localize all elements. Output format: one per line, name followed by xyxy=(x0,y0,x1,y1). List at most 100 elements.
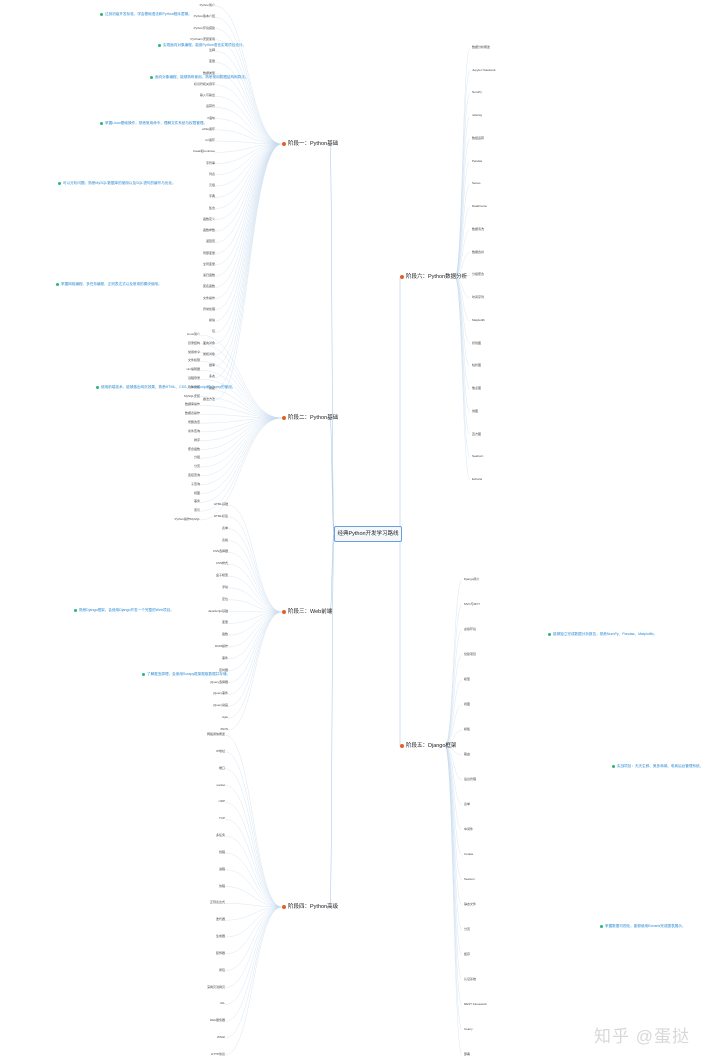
branch-label: 阶段二：Python基础 xyxy=(288,415,339,421)
note-dot-icon xyxy=(56,282,59,286)
leaf-item: Celery xyxy=(464,1027,473,1031)
leaf-item: 增删改查 xyxy=(187,420,200,425)
center-node-title[interactable]: 经典Python开发学习路线 xyxy=(334,526,402,542)
leaf-item: 后台管理 xyxy=(464,777,477,781)
leaf-item: jQuery动画 xyxy=(213,703,228,708)
branch-stage-5[interactable]: 阶段五：Django框架 xyxy=(400,741,456,751)
leaf-item: TCP xyxy=(219,816,225,821)
leaf-item: 部署 xyxy=(464,1052,471,1056)
watermark: 知乎 @蛋挞 xyxy=(594,1027,690,1046)
leaf-item: DataFrame xyxy=(472,204,488,209)
leaf-item: 软件安装 xyxy=(187,384,200,389)
branch-label: 阶段一：Python基础 xyxy=(288,141,339,147)
leaf-item: 分页 xyxy=(193,464,200,469)
leaf-item: IP地址 xyxy=(216,748,225,753)
note-8: 熟悉Django框架，会使用Django开发一个完整的Web项目。 xyxy=(74,608,174,613)
leaf-item: 封装 xyxy=(208,385,215,390)
branch-dot-icon xyxy=(400,743,404,748)
leaf-item: Django简介 xyxy=(464,577,480,581)
leaf-item: 时间序列 xyxy=(472,295,485,300)
note-12: 掌握数据可视化，能够使用Echarts完成图表展示。 xyxy=(600,924,685,929)
leaf-item: 集合 xyxy=(208,205,215,210)
leaf-item: HTML标签 xyxy=(213,513,228,518)
note-dot-icon xyxy=(58,181,61,185)
branch-stage-1[interactable]: 阶段一：Python基础 xyxy=(282,139,338,149)
leaf-item: 模型 xyxy=(464,677,471,681)
leaf-item: 数据分析概述 xyxy=(472,45,491,49)
leaf-item: Linux简介 xyxy=(186,332,200,336)
leaf-item: Jupyter Notebook xyxy=(472,67,496,72)
note-dot-icon xyxy=(158,43,161,47)
note-dot-icon xyxy=(612,764,615,768)
leaf-item: 元组 xyxy=(208,183,215,188)
leaf-item: 线程 xyxy=(218,849,225,854)
leaf-item: 数据库操作 xyxy=(184,402,200,407)
leaf-item: 变量 xyxy=(208,59,215,64)
branch-label: 阶段六：Python数据分析 xyxy=(406,274,468,280)
leaf-item: 连接查询 xyxy=(187,472,200,477)
leaf-item: 中间件 xyxy=(464,827,474,831)
leaf-item: 数组运算 xyxy=(472,135,485,140)
branch-stage-3[interactable]: 阶段三：Web前端 xyxy=(282,607,332,617)
leaf-item: 字符串 xyxy=(205,160,215,165)
leaf-item: 进程 xyxy=(218,866,225,871)
leaf-item: 运算符 xyxy=(205,104,215,109)
leaf-item: 正则表达式 xyxy=(209,900,225,905)
leaf-item: jQuery选择器 xyxy=(210,679,228,684)
leaf-item: Ajax xyxy=(222,715,228,720)
leaf-item: 局部变量 xyxy=(202,250,215,255)
leaf-item: ndarray xyxy=(472,113,483,118)
branch-label: 阶段三：Web前端 xyxy=(288,609,333,615)
note-dot-icon xyxy=(100,121,103,125)
leaf-item: 静态文件 xyxy=(464,902,477,906)
leaf-item: 浮动 xyxy=(221,584,228,589)
leaf-item: 表单 xyxy=(464,802,471,806)
leaf-item: Echarts xyxy=(472,477,483,481)
leaf-item: 定时器 xyxy=(218,667,228,672)
leaf-item: Pandas xyxy=(472,158,483,163)
leaf-item: 数据清洗 xyxy=(472,226,485,231)
leaf-item: 创建项目 xyxy=(464,652,477,656)
leaf-item: 异常处理 xyxy=(202,306,215,311)
leaf-item: Series xyxy=(472,181,481,186)
leaf-item: REST framework xyxy=(464,1002,487,1006)
note-dot-icon xyxy=(142,672,145,676)
leaf-item: 表单 xyxy=(221,525,228,530)
leaf-item: 定位 xyxy=(221,596,228,601)
note-dot-icon xyxy=(100,12,103,16)
note-7: 使用前端技术，能够做出网页效果，熟悉HTML、CSS、JavaScript和jQ… xyxy=(96,385,235,390)
note-2: 实现面向对象编程，能用Python语言实现项目设计。 xyxy=(158,43,246,48)
leaf-item: 文件权限 xyxy=(187,358,200,363)
leaf-item: 分组聚合 xyxy=(472,272,485,277)
leaf-item: 输入与输出 xyxy=(199,93,215,98)
leaf-item: 全局变量 xyxy=(202,261,215,266)
leaf-item: 虚拟环境 xyxy=(464,627,477,631)
leaf-item: 直方图 xyxy=(472,431,482,436)
leaf-item: 路由 xyxy=(464,752,471,756)
leaf-item: vim编辑器 xyxy=(186,367,200,372)
note-dot-icon xyxy=(150,75,153,79)
branch-stage-2[interactable]: 阶段二：Python基础 xyxy=(282,413,338,423)
leaf-item: 事件 xyxy=(221,655,228,660)
note-9: 了解爬虫原理，会使用Scrapy框架爬取数据并存储。 xyxy=(142,672,230,677)
leaf-item: 函数定义 xyxy=(202,216,215,221)
leaf-item: 类和对象 xyxy=(202,351,215,356)
leaf-item: 标识符和关键字 xyxy=(193,81,215,86)
leaf-item: 变量 xyxy=(221,620,228,625)
branch-stage-6[interactable]: 阶段六：Python数据分析 xyxy=(400,272,467,282)
leaf-item: 数据类型 xyxy=(202,70,215,75)
leaf-item: HTTP协议 xyxy=(211,1052,225,1056)
leaf-item: socket xyxy=(216,782,225,787)
note-dot-icon xyxy=(96,385,99,389)
leaf-item: JavaScript基础 xyxy=(207,608,228,613)
leaf-item: CSS样式 xyxy=(215,561,228,566)
leaf-item: 字典 xyxy=(208,194,215,199)
leaf-item: 认证系统 xyxy=(464,977,477,981)
branch-dot-icon xyxy=(282,415,286,420)
leaf-item: 缓存 xyxy=(464,952,471,956)
leaf-item: HTML基础 xyxy=(213,502,228,506)
leaf-item: 表格 xyxy=(221,537,228,542)
leaf-item: NumPy xyxy=(472,90,482,95)
branch-stage-4[interactable]: 阶段四：Python高级 xyxy=(282,902,338,912)
